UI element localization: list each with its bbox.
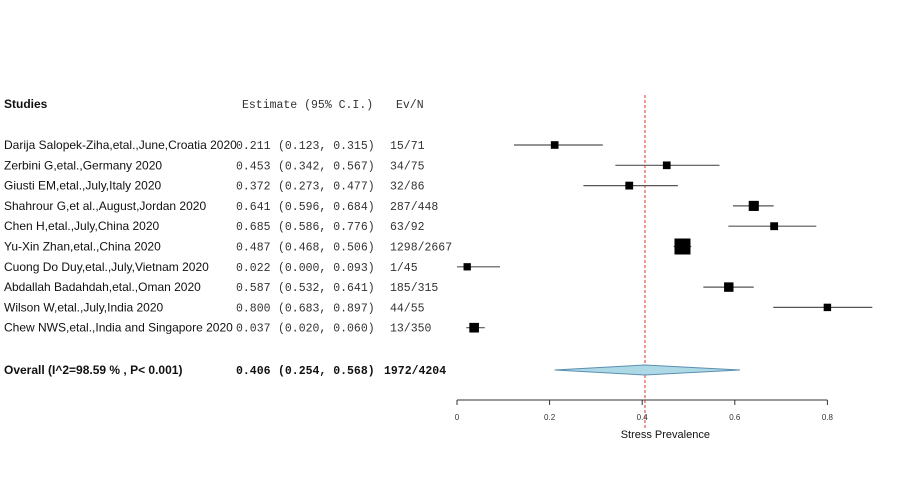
estimate-value: 0.022: [236, 262, 271, 275]
ev-n-value: 34/75: [390, 160, 425, 173]
ci-value: (0.123, 0.315): [278, 140, 375, 153]
study-marker: [724, 282, 734, 292]
ci-value: (0.468, 0.506): [278, 242, 375, 255]
study-label: Darija Salopek-Ziha,etal.,June,Croatia 2…: [4, 138, 237, 152]
overall-label: Overall (I^2=98.59 % , P< 0.001): [4, 363, 182, 377]
plot-area: 0 0.2 0.4 0.6 0.8 Stress Prevalence: [455, 95, 873, 441]
ci-value: (0.596, 0.684): [278, 201, 375, 214]
study-label: Wilson W,etal.,July,India 2020: [4, 300, 164, 314]
overall-estimate-value: 0.406: [236, 365, 271, 378]
x-axis-title: Stress Prevalence: [621, 429, 710, 441]
overall-ev-n-value: 1972/4204: [384, 365, 446, 378]
header-studies: Studies: [4, 97, 48, 111]
study-marker: [770, 222, 779, 231]
estimate-value: 0.372: [236, 181, 271, 194]
header-ev-n: Ev/N: [396, 99, 424, 112]
study-label: Chew NWS,etal.,India and Singapore 2020: [4, 321, 233, 335]
ev-n-value: 1/45: [390, 262, 418, 275]
ev-n-value: 44/55: [390, 302, 425, 315]
estimate-value: 0.487: [236, 242, 271, 255]
study-label: Shahrour G,et al.,August,Jordan 2020: [4, 199, 206, 213]
estimate-value: 0.685: [236, 221, 271, 234]
ci-value: (0.000, 0.093): [278, 262, 375, 275]
estimate-value: 0.211: [236, 140, 271, 153]
ev-n-value: 63/92: [390, 221, 425, 234]
x-tick-label: 0.8: [822, 413, 834, 422]
study-marker: [674, 238, 691, 255]
x-tick-label: 0.2: [544, 413, 556, 422]
ev-n-value: 32/86: [390, 181, 425, 194]
study-marker: [823, 303, 832, 312]
estimate-value: 0.587: [236, 282, 271, 295]
ci-value: (0.586, 0.776): [278, 221, 375, 234]
study-label: Giusti EM,etal.,July,Italy 2020: [4, 179, 162, 193]
x-tick-label: 0.4: [637, 413, 649, 422]
study-marker: [662, 161, 671, 170]
study-label: Abdallah Badahdah,etal.,Oman 2020: [4, 280, 201, 294]
estimate-value: 0.037: [236, 323, 271, 336]
ci-value: (0.683, 0.897): [278, 302, 375, 315]
estimate-value: 0.800: [236, 302, 271, 315]
ci-value: (0.020, 0.060): [278, 323, 375, 336]
x-tick-label: 0: [455, 413, 460, 422]
ci-value: (0.532, 0.641): [278, 282, 375, 295]
estimate-value: 0.641: [236, 201, 271, 214]
ci-value: (0.342, 0.567): [278, 160, 375, 173]
ev-n-value: 287/448: [390, 201, 438, 214]
estimate-value: 0.453: [236, 160, 271, 173]
study-rows: Darija Salopek-Ziha,etal.,June,Croatia 2…: [4, 138, 452, 378]
study-marker: [748, 200, 759, 211]
column-headers: Studies Estimate (95% C.I.) Ev/N: [4, 97, 424, 112]
study-label: Cuong Do Duy,etal.,July,Vietnam 2020: [4, 260, 209, 274]
study-label: Zerbini G,etal.,Germany 2020: [4, 158, 162, 172]
study-marker: [469, 322, 479, 333]
ev-n-value: 15/71: [390, 140, 425, 153]
ev-n-value: 13/350: [390, 323, 432, 336]
ev-n-value: 185/315: [390, 282, 438, 295]
study-label: Yu-Xin Zhan,etal.,China 2020: [4, 240, 161, 254]
ci-value: (0.273, 0.477): [278, 181, 375, 194]
study-marker: [463, 263, 471, 271]
overall-diamond: [554, 364, 741, 376]
study-marker: [625, 181, 634, 190]
header-estimate: Estimate (95% C.I.): [242, 99, 373, 112]
ev-n-value: 1298/2667: [390, 242, 452, 255]
study-marker: [550, 141, 559, 149]
study-label: Chen H,etal.,July,China 2020: [4, 219, 160, 233]
overall-ci-value: (0.254, 0.568): [278, 365, 375, 378]
x-tick-label: 0.6: [729, 413, 741, 422]
